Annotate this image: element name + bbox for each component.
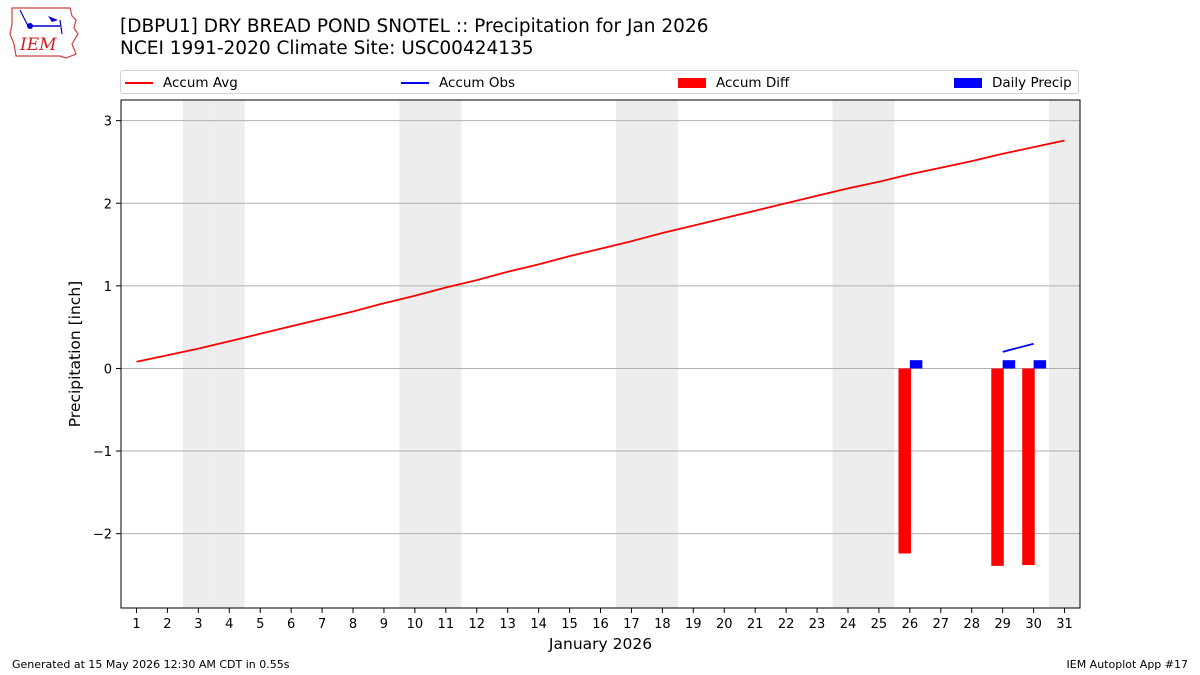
accum-diff-bar bbox=[898, 368, 911, 554]
x-tick-label: 10 bbox=[407, 617, 424, 632]
legend-swatch-accum-diff bbox=[678, 78, 706, 88]
weekend-band bbox=[182, 100, 214, 608]
legend-label: Accum Avg bbox=[163, 75, 238, 91]
weekend-band bbox=[399, 100, 431, 608]
x-tick-label: 20 bbox=[716, 617, 733, 632]
x-tick-label: 28 bbox=[963, 617, 980, 632]
x-tick-label: 1 bbox=[132, 617, 140, 632]
weekend-band bbox=[1049, 100, 1080, 608]
weekend-band bbox=[863, 100, 895, 608]
x-tick-label: 17 bbox=[623, 617, 640, 632]
weekend-band bbox=[430, 100, 462, 608]
legend-item-accum-avg: Accum Avg bbox=[125, 74, 238, 92]
daily-precip-bar bbox=[909, 360, 923, 369]
x-tick-label: 30 bbox=[1025, 617, 1042, 632]
footer-generated: Generated at 15 May 2026 12:30 AM CDT in… bbox=[12, 658, 290, 671]
accum-diff-bar bbox=[1022, 368, 1035, 566]
plot-frame bbox=[120, 99, 1081, 609]
accum-avg-line bbox=[136, 139, 1065, 363]
legend-item-daily-precip: Daily Precip bbox=[954, 74, 1072, 92]
x-tick-label: 13 bbox=[499, 617, 516, 632]
y-tick-label: −1 bbox=[93, 445, 112, 460]
x-tick-label: 21 bbox=[747, 617, 764, 632]
x-axis-label: January 2026 bbox=[548, 635, 652, 653]
x-tick-label: 3 bbox=[194, 617, 202, 632]
daily-precip-bar bbox=[1033, 360, 1047, 369]
legend-swatch-accum-obs bbox=[401, 82, 429, 84]
x-tick-label: 6 bbox=[287, 617, 295, 632]
legend-item-accum-diff: Accum Diff bbox=[678, 74, 789, 92]
x-tick-label: 18 bbox=[654, 617, 671, 632]
x-tick-label: 11 bbox=[438, 617, 455, 632]
footer-app-id: IEM Autoplot App #17 bbox=[1066, 658, 1189, 671]
iem-logo: IEM bbox=[9, 7, 79, 59]
weekend-band bbox=[646, 100, 678, 608]
x-tick-label: 25 bbox=[871, 617, 888, 632]
legend-swatch-daily-precip bbox=[954, 78, 982, 88]
x-tick-label: 15 bbox=[561, 617, 578, 632]
legend-label: Accum Obs bbox=[439, 75, 516, 91]
legend-swatch-accum-avg bbox=[125, 82, 153, 84]
title-line-1: [DBPU1] DRY BREAD POND SNOTEL :: Precipi… bbox=[120, 16, 709, 37]
x-tick-label: 22 bbox=[778, 617, 795, 632]
x-tick-label: 31 bbox=[1056, 617, 1073, 632]
x-tick-label: 9 bbox=[380, 617, 388, 632]
x-tick-label: 14 bbox=[530, 617, 547, 632]
x-tick-label: 29 bbox=[994, 617, 1011, 632]
x-tick-label: 26 bbox=[902, 617, 919, 632]
y-axis-label: Precipitation [inch] bbox=[66, 281, 84, 427]
y-tick-label: 1 bbox=[104, 280, 112, 295]
logo-text: IEM bbox=[19, 35, 57, 55]
title-line-2: NCEI 1991-2020 Climate Site: USC00424135 bbox=[120, 38, 534, 59]
y-tick-label: 2 bbox=[104, 197, 112, 212]
daily-precip-bar bbox=[1002, 360, 1016, 369]
legend-item-accum-obs: Accum Obs bbox=[401, 74, 515, 92]
weekend-band bbox=[615, 100, 647, 608]
x-tick-label: 2 bbox=[163, 617, 171, 632]
y-tick-label: −2 bbox=[93, 528, 112, 543]
x-tick-label: 19 bbox=[685, 617, 702, 632]
x-tick-label: 7 bbox=[318, 617, 326, 632]
y-tick-label: 3 bbox=[104, 115, 112, 130]
weekend-band bbox=[213, 100, 245, 608]
x-tick-label: 27 bbox=[933, 617, 950, 632]
legend-label: Daily Precip bbox=[992, 75, 1072, 91]
x-tick-label: 12 bbox=[468, 617, 485, 632]
accum-obs-line bbox=[1002, 342, 1034, 353]
x-tick-label: 23 bbox=[809, 617, 826, 632]
state-outline-icon bbox=[9, 7, 79, 59]
x-tick-label: 5 bbox=[256, 617, 264, 632]
x-tick-label: 4 bbox=[225, 617, 233, 632]
x-tick-label: 16 bbox=[592, 617, 609, 632]
accum-diff-bar bbox=[991, 368, 1004, 566]
weekend-band bbox=[832, 100, 864, 608]
legend: Accum Avg Accum Obs Accum Diff Daily Pre… bbox=[120, 70, 1079, 94]
legend-label: Accum Diff bbox=[716, 75, 790, 91]
x-tick-label: 8 bbox=[349, 617, 357, 632]
x-tick-label: 24 bbox=[840, 617, 857, 632]
y-tick-label: 0 bbox=[104, 362, 112, 377]
chart-title: [DBPU1] DRY BREAD POND SNOTEL :: Precipi… bbox=[120, 16, 709, 60]
